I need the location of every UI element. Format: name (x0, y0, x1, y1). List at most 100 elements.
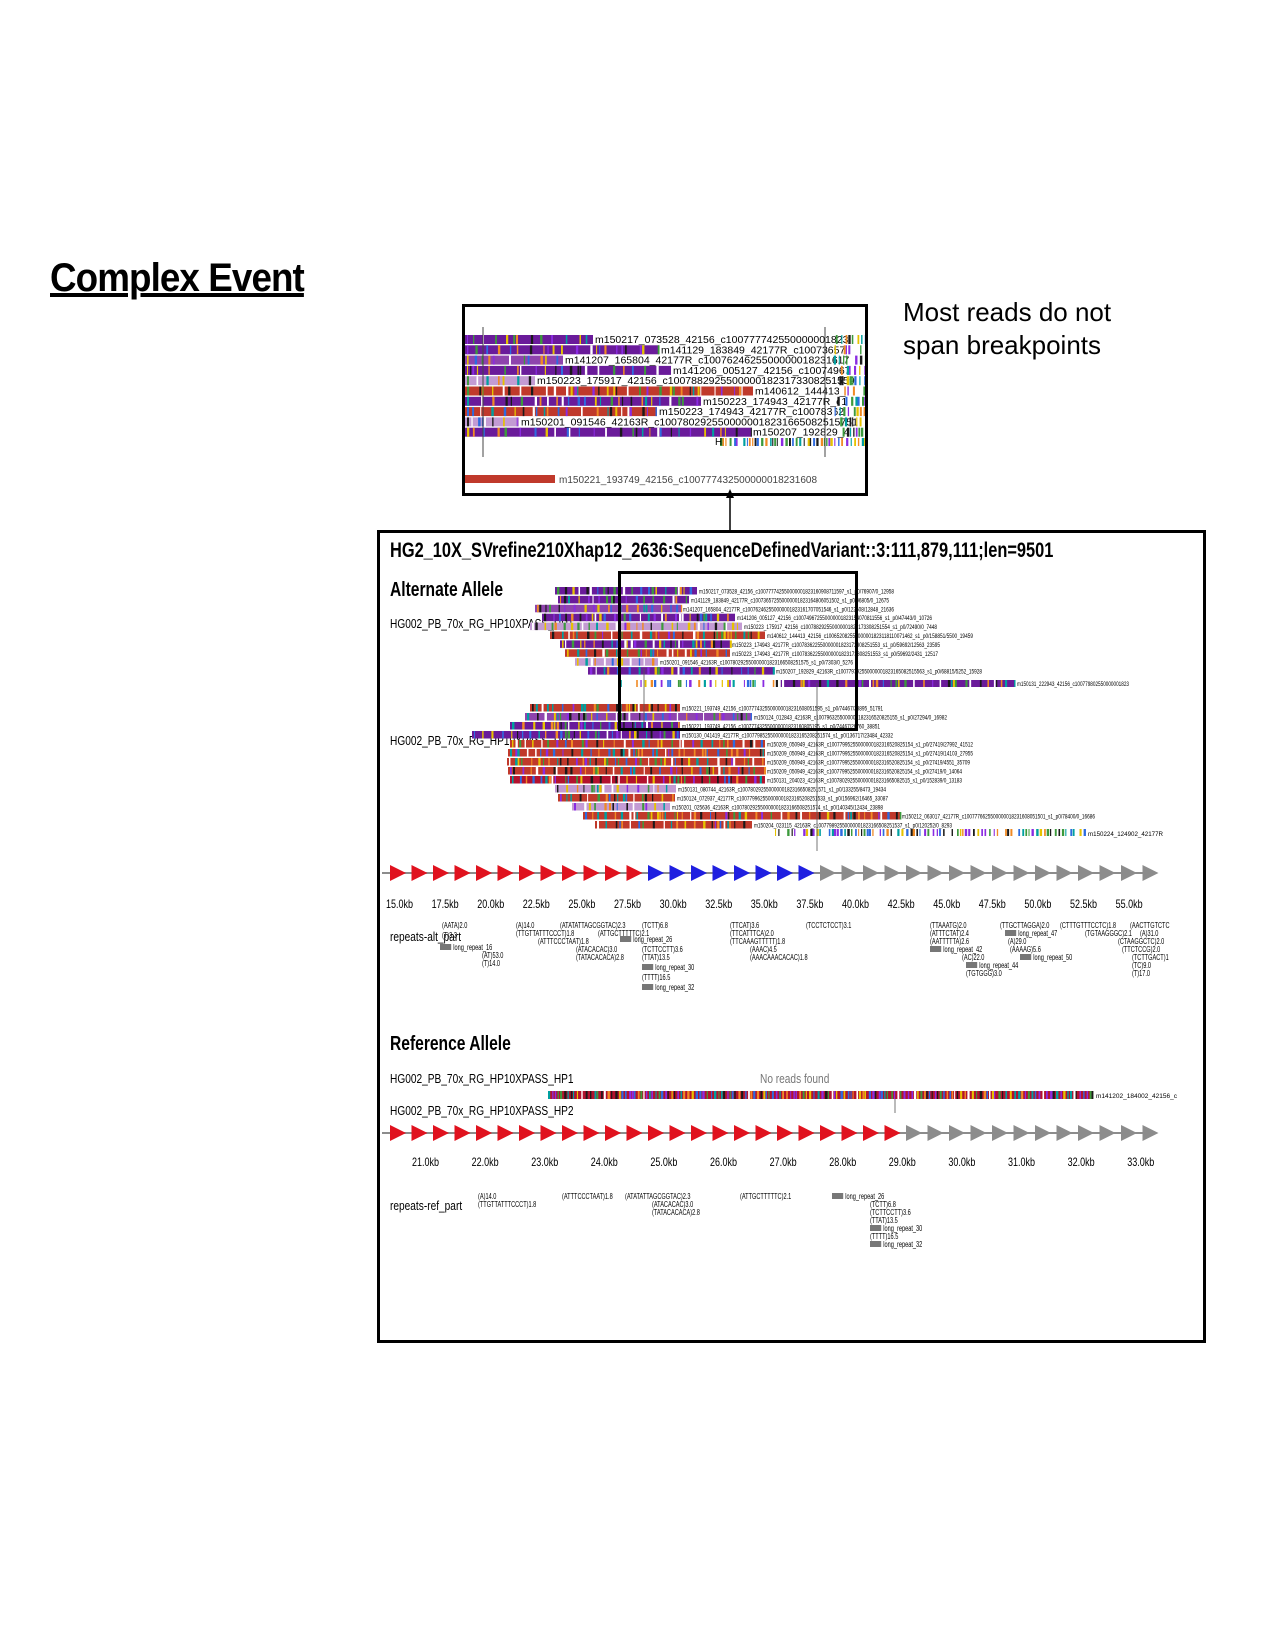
alt-ruler-arrow (949, 865, 965, 881)
repeat-annotation: (CTTTGTTTCCTC)1.8 (1060, 921, 1116, 930)
ref-hp2-read (548, 1091, 1093, 1099)
read-label: m141129_183849_42177R_c10073657255000000… (691, 597, 889, 604)
alt-ruler-arrow (1056, 865, 1073, 881)
repeat-annotation: (TCTTCCTT)3.6 (642, 945, 683, 954)
read-label: m150209_050949_42163R_c10077995255000000… (767, 751, 973, 758)
ref-ruler-tick: 21.0kb (412, 1155, 439, 1169)
repeat-bar (440, 944, 452, 950)
alt-repeats-label: repeats-alt_part (390, 929, 462, 944)
ref-ruler-arrow (906, 1125, 922, 1141)
read-label: m150223_174943_42177R_c10078362255000000… (732, 651, 938, 658)
zoom-read: m150217_073528_42156_c100777742550000001… (465, 334, 865, 346)
ref-ruler-arrow (798, 1125, 815, 1141)
repeat-annotation: (AATA)2.0 (442, 921, 468, 930)
alt-ruler-arrow (841, 865, 858, 881)
read-label: m140612_144413_42156_c100652082550000001… (767, 633, 973, 640)
read-label: m141206_005127_42156_c100749672550000001… (737, 615, 932, 622)
alt-ruler-tick: 55.0kb (1116, 897, 1143, 911)
alt-hp1-read: m140612_144413_42156_c100652082550000001… (550, 631, 973, 640)
zoom-read-label: m150207_192829_4 (753, 427, 850, 439)
read-label: m150204_023115_42163R_c10077989255000000… (754, 823, 952, 830)
alt-ruler-arrow (648, 865, 664, 881)
read-label: m150221_193749_42156_c100777432550000001… (682, 706, 883, 713)
ref-ruler-tick: 22.0kb (472, 1155, 499, 1169)
alt-hp1-read: m150201_091546_42163R_c10078029255000000… (575, 658, 853, 667)
breakpoint-highlight-box (618, 571, 858, 731)
alt-hp1-read: m141206_005127_42156_c100749672550000001… (542, 613, 932, 622)
ref-ruler-arrow (820, 1125, 836, 1141)
zoom-read: m141206_005127_42156_c10074967 (465, 365, 865, 377)
alt-ruler-arrow (1078, 865, 1094, 881)
page-title: Complex Event (50, 256, 305, 300)
ref-ruler-arrow (970, 1125, 987, 1141)
alt-ruler-arrow (734, 865, 750, 881)
variant-panel: HG2_10X_SVrefine210Xhap12_2636:SequenceD… (377, 530, 1206, 1343)
alt-ruler-tick: 47.5kb (979, 897, 1006, 911)
repeat-annotation: (CTAAGGCTC)2.0 (1118, 937, 1165, 946)
zoom-read: m150223_175917_42156_c100788292550000018… (465, 375, 865, 387)
alt-ruler-tick: 50.0kb (1024, 897, 1051, 911)
read-label: m150217_073528_42156_c100777742550000001… (699, 589, 894, 596)
repeat-annotation: long_repeat_42 (930, 945, 982, 954)
repeat-annotation: (TCCTCTCCT)3.1 (806, 921, 852, 930)
ref-ruler-arrow (669, 1125, 686, 1141)
alt-hp1-read: m150207_192829_42163R_c10077979255000000… (588, 667, 982, 676)
repeat-bar (642, 984, 654, 990)
alt-ruler-tick: 52.5kb (1070, 897, 1097, 911)
alt-ruler-arrow (390, 865, 406, 881)
zoom-overflow-label: m150221_193749_42156_c100777432500000018… (559, 475, 817, 486)
zoom-h-label: H (715, 437, 722, 448)
repeat-annotation: (ATTTCCCTAAT)1.8 (562, 1192, 613, 1201)
alt-ruler-tick: 30.0kb (660, 897, 687, 911)
ref-ruler-arrow (1056, 1125, 1073, 1141)
ref-allele-heading: Reference Allele (390, 1033, 511, 1055)
alt-ruler-arrow (411, 865, 428, 881)
ref-ruler-tick: 25.0kb (650, 1155, 677, 1169)
ref-ruler-tick: 33.0kb (1127, 1155, 1154, 1169)
ref-ruler-tick: 32.0kb (1068, 1155, 1095, 1169)
repeat-annotation: (ATATATTAGCGGTAC)2.3 (625, 1192, 691, 1201)
alt-ruler-arrow (1013, 865, 1030, 881)
read-label: m150201_025636_42163R_c10078029255000000… (672, 805, 883, 812)
read-label: m150209_050949_42163R_c10077995255000000… (767, 760, 970, 767)
alt-ruler-tick: 35.0kb (751, 897, 778, 911)
ref-ruler-arrow (1099, 1125, 1116, 1141)
ref-ruler-tick: 26.0kb (710, 1155, 737, 1169)
repeat-annotation: long_repeat_47 (1005, 929, 1057, 938)
repeat-annotation: (ATATATTAGCGGTAC)2.3 (560, 921, 626, 930)
ref-ruler-arrow (540, 1125, 557, 1141)
repeat-annotation: (T)14.0 (482, 959, 501, 968)
alt-hp2-read: m150212_063017_42177R_c10077766255000000… (583, 812, 1095, 821)
zoom-read: m141207_165804_42177R_c10076246255000000… (465, 355, 865, 367)
alt-ruler-arrow (562, 865, 578, 881)
alt-hp2-read: m150131_080744_42163R_c10078029255000000… (555, 785, 886, 794)
read-label: m150131_204023_42163R_c10078029255000000… (767, 778, 962, 785)
alt-ruler-tick: 40.0kb (842, 897, 869, 911)
read-label: m150209_050949_42163R_c10077995255000000… (767, 742, 973, 749)
ref-ruler-arrow (777, 1125, 793, 1141)
ref-ruler-tick: 28.0kb (829, 1155, 856, 1169)
repeat-annotation: (TTGCTTAGGA)2.0 (1000, 921, 1050, 930)
repeat-bar (642, 964, 654, 970)
repeat-annotation: (AAAAG)5.6 (1010, 945, 1041, 954)
read-label: m150221_193749_42156_c100777432550000001… (682, 724, 880, 731)
alt-ruler-arrow (626, 865, 643, 881)
zoom-read: m140612_144413_ (465, 386, 865, 398)
ref-ruler-arrow (949, 1125, 965, 1141)
alt-hp2-read: m150124_012843_42163R_c10079632550000001… (525, 713, 947, 722)
read-label: m150209_050949_42163R_c10077995255000000… (767, 769, 962, 776)
zoom-inset: m150217_073528_42156_c100777742550000001… (462, 304, 868, 496)
repeat-annotation: (AT)53.0 (482, 951, 504, 960)
ref-ruler-arrow (691, 1125, 707, 1141)
ref-ruler-arrow (1035, 1125, 1051, 1141)
repeat-annotation: (TATACACACA)2.8 (652, 1208, 700, 1217)
ref-ruler-arrow (734, 1125, 750, 1141)
read-label: m150223_175917_42156_c100788292550000001… (744, 624, 937, 631)
repeat-annotation: (ATTTCTAT)2.4 (930, 929, 969, 938)
read-label: m150201_091546_42163R_c10078029255000000… (660, 660, 853, 667)
ref-hp2-label: HG002_PB_70x_RG_HP10XPASS_HP2 (390, 1103, 574, 1118)
alt-ruler-tick: 22.5kb (523, 897, 550, 911)
read-label: m150131_080744_42163R_c10078029255000000… (678, 787, 886, 794)
repeat-bar (930, 946, 942, 952)
zoom-read: m150223_174943_42177R_c10078362 (465, 406, 865, 418)
